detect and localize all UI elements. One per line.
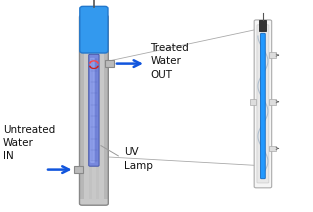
Bar (269, 52, 276, 58)
Text: Treated
Water
OUT: Treated Water OUT (151, 43, 189, 80)
Bar (259, 20, 266, 31)
Wedge shape (89, 66, 99, 69)
Wedge shape (89, 60, 99, 64)
Bar (105, 60, 114, 67)
FancyBboxPatch shape (80, 15, 108, 205)
Bar (269, 99, 276, 105)
Bar (104, 21, 108, 199)
FancyBboxPatch shape (260, 33, 265, 179)
FancyBboxPatch shape (254, 20, 272, 188)
Bar (250, 99, 256, 105)
Bar (89, 21, 92, 199)
Text: UV
Lamp: UV Lamp (101, 146, 152, 171)
Text: Untreated
Water
IN: Untreated Water IN (3, 125, 55, 162)
Bar (96, 21, 99, 199)
Bar (269, 146, 276, 151)
FancyBboxPatch shape (257, 25, 269, 183)
FancyBboxPatch shape (90, 58, 95, 163)
Bar (80, 21, 84, 199)
Bar (74, 166, 83, 173)
FancyBboxPatch shape (89, 54, 99, 166)
FancyBboxPatch shape (80, 6, 108, 53)
